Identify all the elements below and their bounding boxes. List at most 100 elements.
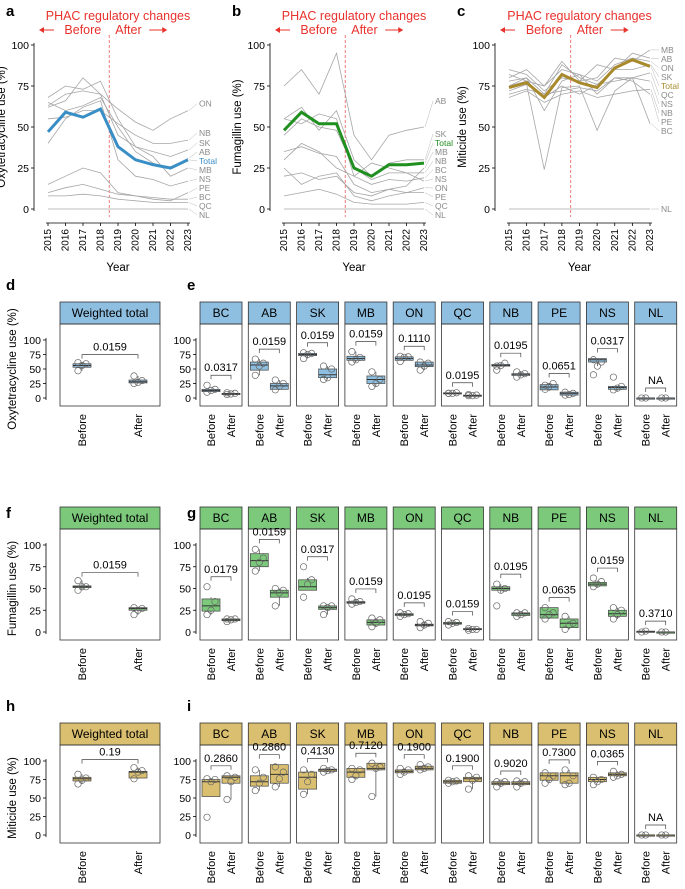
y-tick-label: 75: [179, 775, 191, 787]
point-after: [565, 779, 573, 787]
point-before: [211, 597, 219, 606]
label-leader: [650, 61, 660, 69]
x-tick-label: After: [226, 648, 238, 672]
point-after: [565, 390, 573, 399]
y-tick-label: 100: [173, 540, 191, 552]
x-tick-label: Before: [544, 414, 556, 446]
point-before: [545, 611, 553, 619]
series-label-AB: AB: [435, 96, 447, 106]
point-before: [348, 595, 356, 603]
y-tick-label: 25: [179, 605, 191, 617]
series-label-AB: AB: [661, 54, 673, 64]
x-tick-label: After: [564, 414, 576, 438]
point-before: [300, 349, 308, 357]
after-arrow-head: [623, 27, 629, 33]
x-tick-label: Before: [351, 414, 363, 446]
strip-title: PE: [551, 511, 567, 525]
point-after: [416, 761, 424, 769]
panel-letter-b: b: [232, 3, 241, 20]
point-after: [130, 611, 138, 619]
p-value: NA: [648, 812, 664, 824]
point-after: [472, 625, 481, 633]
point-after: [271, 386, 279, 394]
label-leader: [188, 142, 198, 151]
p-value: 0.2860: [252, 742, 286, 754]
x-tick-label: Before: [351, 648, 363, 680]
point-before: [396, 609, 404, 617]
y-tick-label: 50: [179, 793, 191, 805]
y-tick-label: 75: [253, 81, 265, 93]
series-line-NB: [283, 118, 424, 180]
label-leader: [650, 72, 660, 96]
strip-title: BC: [213, 306, 230, 320]
series-label-NB: NB: [199, 128, 211, 138]
x-tick-label: After: [661, 414, 673, 438]
province-panel-PE: PE 0.0635 Before After: [537, 506, 581, 680]
point-after: [271, 783, 279, 791]
point-before: [348, 775, 356, 784]
x-tick-label: Before: [592, 414, 604, 446]
strip-title: QC: [454, 511, 472, 525]
point-after: [368, 368, 376, 376]
point-after: [416, 766, 424, 774]
series-line-NS: [283, 113, 425, 182]
p-bracket: [548, 759, 570, 764]
p-bracket: [403, 345, 425, 351]
strip-title: NB: [502, 727, 519, 741]
point-after: [416, 358, 424, 366]
p-value: 0.0159: [301, 330, 335, 342]
point-before: [444, 779, 453, 787]
x-tick-label: After: [133, 648, 145, 672]
point-after: [609, 373, 617, 381]
point-before: [642, 831, 650, 839]
y-tick-label: 50: [179, 364, 191, 376]
province-panel-AB: AB0.2860 Before After: [247, 722, 291, 883]
point-before: [251, 355, 259, 363]
point-before: [207, 606, 215, 614]
province-panel-NL: NL NA Before After: [634, 301, 678, 446]
x-tick-label: 2019: [113, 229, 124, 252]
point-before: [448, 619, 457, 627]
x-tick-label: 2018: [332, 229, 343, 252]
strip-title: Weighted total: [72, 727, 149, 741]
point-after: [617, 382, 625, 390]
box-before: [298, 771, 317, 790]
y-tick-label: 100: [173, 756, 191, 768]
point-after: [372, 764, 380, 772]
point-before: [400, 353, 408, 361]
point-before: [211, 385, 219, 393]
point-after: [464, 772, 473, 780]
province-panel-NL: NL 0.3710 Before After: [634, 506, 678, 680]
x-tick-label: 2021: [610, 229, 621, 252]
strip-title: Weighted total: [72, 511, 149, 525]
label-leader: [424, 142, 434, 164]
y-tick-label: 0: [259, 204, 265, 216]
strip-title: NL: [648, 511, 664, 525]
p-value: 0.0317: [591, 336, 625, 348]
x-tick-label: After: [661, 851, 673, 875]
label-leader: [424, 101, 434, 128]
point-after: [521, 609, 529, 617]
province-panel-NB: NB 0.0195 Before After: [489, 506, 533, 680]
panel-frame: [537, 323, 581, 407]
p-bracket: [403, 602, 425, 607]
point-after: [513, 373, 521, 381]
panel-frame: [247, 323, 291, 407]
point-before: [404, 610, 412, 618]
point-after: [275, 775, 283, 783]
x-tick-label: After: [419, 414, 431, 438]
panel-frame: [537, 528, 581, 641]
p-bracket: [210, 576, 232, 581]
point-before: [211, 775, 219, 784]
province-panel-ON: ON 0.1110 Before After: [392, 301, 436, 446]
point-before: [493, 602, 501, 610]
p-value: 0.3710: [639, 608, 673, 620]
point-after: [223, 795, 231, 804]
point-before: [448, 389, 457, 397]
box-before: [298, 579, 317, 591]
before-arrow-head: [500, 27, 505, 33]
label-leader: [650, 123, 660, 132]
point-before: [444, 618, 453, 626]
series-label-SK: SK: [661, 72, 673, 82]
